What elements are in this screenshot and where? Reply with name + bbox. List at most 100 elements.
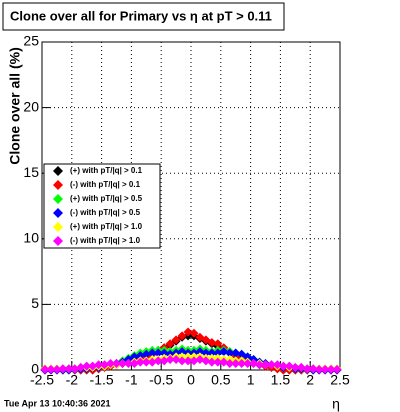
legend: (+) with pT/|q| > 0.1 (-) with pT/|q| > 0… xyxy=(43,163,161,249)
marker xyxy=(129,358,139,368)
marker xyxy=(159,348,169,358)
marker xyxy=(106,358,116,368)
x-tick-label: -2.5 xyxy=(30,372,54,388)
y-axis-label: Clone over all (%) xyxy=(7,47,23,164)
marker xyxy=(201,348,211,358)
legend-marker xyxy=(53,236,63,246)
marker xyxy=(207,348,217,358)
marker xyxy=(40,364,50,374)
marker xyxy=(117,358,127,368)
marker xyxy=(213,339,223,349)
marker xyxy=(272,360,282,370)
legend-label: (-) with pT/|q| > 0.5 xyxy=(70,208,141,217)
legend-label: (+) with pT/|q| > 0.1 xyxy=(70,166,143,175)
marker xyxy=(308,364,318,374)
marker xyxy=(123,358,133,368)
marker xyxy=(231,358,241,368)
marker xyxy=(165,355,175,365)
marker xyxy=(207,357,217,367)
x-tick-label: 1 xyxy=(247,372,255,388)
marker xyxy=(255,360,265,370)
legend-label: (-) with pT/|q| > 1.0 xyxy=(70,236,141,245)
marker xyxy=(266,360,276,370)
marker xyxy=(76,362,86,372)
marker xyxy=(177,331,187,341)
legend-label: (+) with pT/|q| > 1.0 xyxy=(70,222,143,231)
x-tick-label: -1.5 xyxy=(90,372,114,388)
legend-label: (-) with pT/|q| > 0.1 xyxy=(70,180,141,189)
marker xyxy=(261,360,270,370)
y-tick-label: 15 xyxy=(23,164,39,180)
y-tick-label: 20 xyxy=(23,98,39,114)
marker xyxy=(153,356,163,366)
marker xyxy=(112,358,121,368)
x-tick-label: -2 xyxy=(66,372,79,388)
marker xyxy=(189,328,199,338)
marker xyxy=(88,361,98,371)
marker xyxy=(183,356,193,366)
marker xyxy=(171,355,181,365)
marker xyxy=(129,352,139,362)
marker xyxy=(213,348,223,358)
marker xyxy=(290,362,300,372)
marker xyxy=(147,357,157,367)
marker xyxy=(177,347,187,357)
legend-box xyxy=(43,163,161,249)
series xyxy=(40,355,342,374)
y-tick-label: 0 xyxy=(31,361,39,377)
legend-marker xyxy=(53,180,63,190)
marker xyxy=(219,347,229,357)
y-tick-label: 25 xyxy=(23,33,39,49)
marker xyxy=(296,362,306,372)
marker xyxy=(58,364,68,374)
marker xyxy=(82,361,92,371)
marker xyxy=(165,339,175,349)
marker xyxy=(52,364,62,374)
x-tick-label: 2 xyxy=(306,372,314,388)
marker xyxy=(195,347,205,357)
marker xyxy=(94,360,104,370)
y-tick-label: 5 xyxy=(31,295,39,311)
marker xyxy=(201,356,211,366)
x-axis-label: η xyxy=(332,396,340,412)
marker xyxy=(213,357,223,367)
footer: Tue Apr 13 10:40:36 2021 xyxy=(4,398,111,408)
marker xyxy=(225,348,235,358)
marker xyxy=(237,358,247,368)
marker xyxy=(284,361,294,371)
marker xyxy=(243,358,253,368)
marker xyxy=(64,364,74,374)
marker xyxy=(278,361,288,371)
chart-title: Clone over all for Primary vs η at pT > … xyxy=(10,8,272,23)
marker xyxy=(177,356,187,366)
marker xyxy=(147,348,157,358)
legend-marker xyxy=(53,208,63,218)
x-tick-label: 0 xyxy=(187,372,195,388)
marker xyxy=(135,357,145,367)
marker xyxy=(249,358,259,368)
marker xyxy=(135,351,145,361)
marker xyxy=(153,348,163,358)
marker xyxy=(207,337,217,347)
marker xyxy=(46,364,56,374)
x-tick-label: -0.5 xyxy=(149,372,173,388)
marker xyxy=(100,360,110,370)
legend-marker xyxy=(53,166,63,176)
y-tick-label: 10 xyxy=(23,230,39,246)
title-box xyxy=(2,2,285,31)
marker xyxy=(320,364,330,374)
x-tick-label: 2.5 xyxy=(330,372,350,388)
marker xyxy=(70,364,80,374)
marker xyxy=(326,364,336,374)
marker xyxy=(189,356,199,366)
marker xyxy=(159,356,169,366)
x-tick-label: 1.5 xyxy=(271,372,291,388)
x-tick-label: -1 xyxy=(125,372,138,388)
marker xyxy=(141,357,151,367)
marker xyxy=(219,357,229,367)
marker xyxy=(183,327,193,337)
x-tick-label: 0.5 xyxy=(211,372,231,388)
marker xyxy=(141,349,151,359)
marker xyxy=(195,355,205,365)
